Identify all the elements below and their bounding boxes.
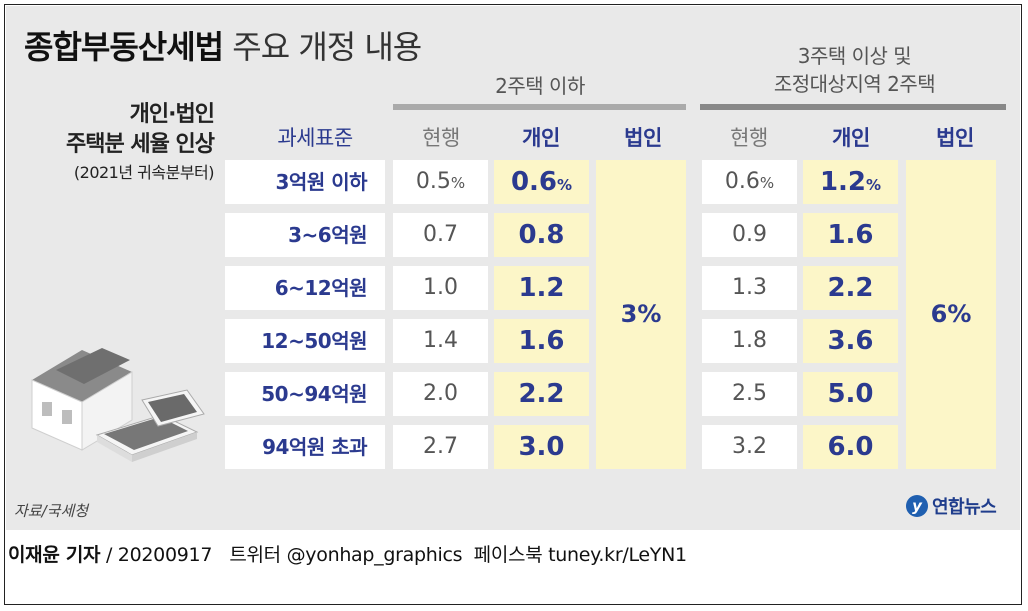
- cell-individual-g1: 0.8: [494, 213, 589, 257]
- group-underline-2: [700, 104, 1006, 110]
- side-note-line3: (2021년 귀속분부터): [14, 160, 214, 186]
- cell-individual-g2: 2.2: [803, 266, 898, 310]
- corporate-rate-g2: 6%: [906, 160, 996, 469]
- cell-individual-g2: 5.0: [803, 372, 898, 416]
- cell-individual-g1: 0.6%: [494, 160, 589, 204]
- cell-current-g2: 1.8: [702, 319, 797, 363]
- row-label: 3~6억원: [225, 213, 385, 257]
- cell-individual-g2: 1.2%: [803, 160, 898, 204]
- cell-individual-g2: 6.0: [803, 425, 898, 469]
- cell-current-g1: 2.0: [393, 372, 488, 416]
- side-note-line2: 주택분 세율 인상: [14, 130, 214, 160]
- cell-current-g1: 1.4: [393, 319, 488, 363]
- row-label: 94억원 초과: [225, 425, 385, 469]
- cell-current-g2: 0.9: [702, 213, 797, 257]
- yonhap-logo: y 연합뉴스: [906, 493, 996, 519]
- value: 0.6: [725, 169, 760, 194]
- group-header-3-homes-line2: 조정대상지역 2주택: [702, 70, 1007, 98]
- credit-line: 이재윤 기자 / 20200917 트위터 @yonhap_graphics 페…: [8, 540, 687, 567]
- unit: %: [451, 174, 465, 192]
- value: 0.6: [511, 167, 557, 197]
- group-header-3-homes: 3주택 이상 및 조정대상지역 2주택: [702, 42, 1007, 98]
- row-label: 50~94억원: [225, 372, 385, 416]
- corporate-rate-g1: 3%: [596, 160, 686, 469]
- group-header-3-homes-line1: 3주택 이상 및: [702, 42, 1007, 70]
- house-money-illustration: [22, 340, 212, 470]
- logo-text: 연합뉴스: [932, 493, 996, 519]
- row-label: 6~12억원: [225, 266, 385, 310]
- cell-current-g2: 0.6%: [702, 160, 797, 204]
- unit: %: [760, 174, 774, 192]
- value: 0.5: [416, 169, 451, 194]
- cell-current-g1: 2.7: [393, 425, 488, 469]
- cell-individual-g1: 1.2: [494, 266, 589, 310]
- cell-current-g2: 1.3: [702, 266, 797, 310]
- source-note: 자료/국세청: [14, 500, 88, 521]
- page-title: 종합부동산세법 주요 개정 내용: [24, 22, 421, 68]
- cell-current-g2: 2.5: [702, 372, 797, 416]
- title-light: 주요 개정 내용: [232, 28, 421, 66]
- credit-reporter: 이재윤 기자: [8, 544, 100, 566]
- cell-individual-g1: 1.6: [494, 319, 589, 363]
- cell-current-g1: 0.7: [393, 213, 488, 257]
- row-label: 12~50억원: [225, 319, 385, 363]
- group-header-2-homes: 2주택 이하: [396, 72, 684, 100]
- title-bold: 종합부동산세법: [24, 28, 223, 66]
- col-head-current-g1: 현행: [396, 122, 486, 152]
- col-head-tax-base: 과세표준: [260, 122, 370, 152]
- col-head-current-g2: 현행: [704, 122, 794, 152]
- group-underline-1: [393, 104, 686, 110]
- side-note-line1: 개인·법인: [14, 100, 214, 130]
- cell-current-g1: 1.0: [393, 266, 488, 310]
- cell-individual-g2: 3.6: [803, 319, 898, 363]
- logo-mark-icon: y: [906, 495, 928, 517]
- row-label: 3억원 이하: [225, 160, 385, 204]
- cell-current-g1: 0.5%: [393, 160, 488, 204]
- value: 1.2: [820, 167, 866, 197]
- cell-individual-g1: 2.2: [494, 372, 589, 416]
- credit-rest: / 20200917 트위터 @yonhap_graphics 페이스북 tun…: [100, 544, 687, 566]
- cell-current-g2: 3.2: [702, 425, 797, 469]
- cell-individual-g2: 1.6: [803, 213, 898, 257]
- unit: %: [866, 176, 881, 194]
- side-note: 개인·법인 주택분 세율 인상 (2021년 귀속분부터): [14, 100, 214, 186]
- col-head-individual-g2: 개인: [806, 122, 896, 152]
- group-header-2-homes-line1: 2주택 이하: [396, 72, 684, 100]
- col-head-corporate-g1: 법인: [598, 122, 688, 152]
- unit: %: [557, 176, 572, 194]
- col-head-corporate-g2: 법인: [910, 122, 1000, 152]
- col-head-individual-g1: 개인: [496, 122, 586, 152]
- cell-individual-g1: 3.0: [494, 425, 589, 469]
